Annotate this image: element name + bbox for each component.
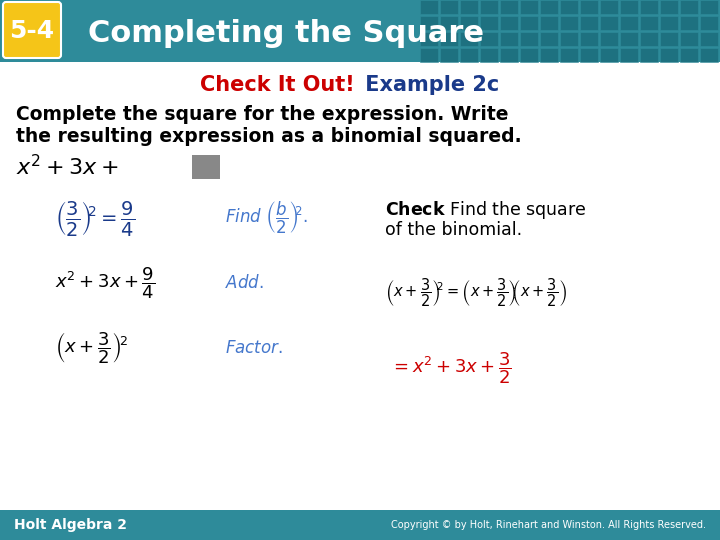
Bar [680, 16, 698, 30]
Text: of the binomial.: of the binomial. [385, 221, 522, 239]
Bar [520, 16, 538, 30]
Bar [700, 32, 718, 46]
Text: $\mathit{Factor.}$: $\mathit{Factor.}$ [225, 339, 283, 357]
Bar [460, 16, 478, 30]
Bar [540, 48, 558, 62]
Bar [600, 0, 618, 14]
Bar [0, 510, 720, 540]
Bar [640, 32, 658, 46]
Bar [440, 0, 458, 14]
Bar [480, 32, 498, 46]
Text: Example 2c: Example 2c [358, 75, 499, 95]
Bar [480, 16, 498, 30]
Bar [660, 48, 678, 62]
Bar [560, 48, 578, 62]
Bar [520, 48, 538, 62]
Bar [680, 0, 698, 14]
Text: Completing the Square: Completing the Square [88, 18, 484, 48]
Text: $= x^2+3x+\dfrac{3}{2}$: $= x^2+3x+\dfrac{3}{2}$ [390, 350, 512, 386]
Bar [700, 0, 718, 14]
Bar [500, 16, 518, 30]
Text: $x^2 + 3x + \dfrac{9}{4}$: $x^2 + 3x + \dfrac{9}{4}$ [55, 265, 156, 301]
Bar [460, 48, 478, 62]
Bar [520, 32, 538, 46]
Bar [540, 16, 558, 30]
Bar [580, 16, 598, 30]
Text: $\mathit{Find}\ \left(\dfrac{b}{2}\right)^{\!\!2}.$: $\mathit{Find}\ \left(\dfrac{b}{2}\right… [225, 200, 308, 236]
Bar [640, 48, 658, 62]
Bar [440, 32, 458, 46]
Bar [620, 48, 638, 62]
Bar [540, 32, 558, 46]
Bar [640, 16, 658, 30]
Bar [0, 0, 720, 62]
Bar [440, 48, 458, 62]
Bar [600, 48, 618, 62]
Bar [420, 32, 438, 46]
Bar [460, 32, 478, 46]
Bar [420, 0, 438, 14]
Text: Check It Out!: Check It Out! [200, 75, 355, 95]
Bar [500, 32, 518, 46]
Bar [440, 16, 458, 30]
Bar [500, 0, 518, 14]
Bar [460, 0, 478, 14]
Text: $x^2 + 3x +$: $x^2 + 3x +$ [16, 154, 119, 180]
Text: $\bf{Check}$ Find the square: $\bf{Check}$ Find the square [385, 199, 587, 221]
Text: $\mathit{Add.}$: $\mathit{Add.}$ [225, 274, 264, 292]
Bar [660, 16, 678, 30]
Bar [660, 0, 678, 14]
Bar [560, 32, 578, 46]
Bar [660, 32, 678, 46]
Text: $\left(x+\dfrac{3}{2}\right)^{\!\!2} = \left(x+\dfrac{3}{2}\right)\!\!\left(x+\d: $\left(x+\dfrac{3}{2}\right)^{\!\!2} = \… [385, 276, 567, 309]
Bar [420, 16, 438, 30]
Bar [420, 48, 438, 62]
Bar [620, 0, 638, 14]
Bar [620, 32, 638, 46]
Bar [620, 16, 638, 30]
Text: $\left(\dfrac{3}{2}\right)^{\!\!2} = \dfrac{9}{4}$: $\left(\dfrac{3}{2}\right)^{\!\!2} = \df… [55, 199, 135, 238]
Bar [640, 0, 658, 14]
Text: the resulting expression as a binomial squared.: the resulting expression as a binomial s… [16, 126, 521, 145]
Bar [480, 48, 498, 62]
Bar [600, 16, 618, 30]
Bar [500, 48, 518, 62]
Bar [700, 48, 718, 62]
Bar [580, 0, 598, 14]
FancyBboxPatch shape [3, 2, 61, 58]
Bar [560, 0, 578, 14]
Text: Copyright © by Holt, Rinehart and Winston. All Rights Reserved.: Copyright © by Holt, Rinehart and Winsto… [391, 520, 706, 530]
Bar [540, 0, 558, 14]
Text: 5-4: 5-4 [9, 19, 55, 43]
Bar [480, 0, 498, 14]
Bar [580, 48, 598, 62]
Bar [192, 155, 220, 179]
Bar [560, 16, 578, 30]
Text: Holt Algebra 2: Holt Algebra 2 [14, 518, 127, 532]
Text: Complete the square for the expression. Write: Complete the square for the expression. … [16, 105, 508, 125]
Bar [700, 16, 718, 30]
Bar [680, 32, 698, 46]
Text: $\left(x + \dfrac{3}{2}\right)^{\!2}$: $\left(x + \dfrac{3}{2}\right)^{\!2}$ [55, 330, 128, 366]
Bar [680, 48, 698, 62]
Bar [600, 32, 618, 46]
Bar [580, 32, 598, 46]
Bar [520, 0, 538, 14]
